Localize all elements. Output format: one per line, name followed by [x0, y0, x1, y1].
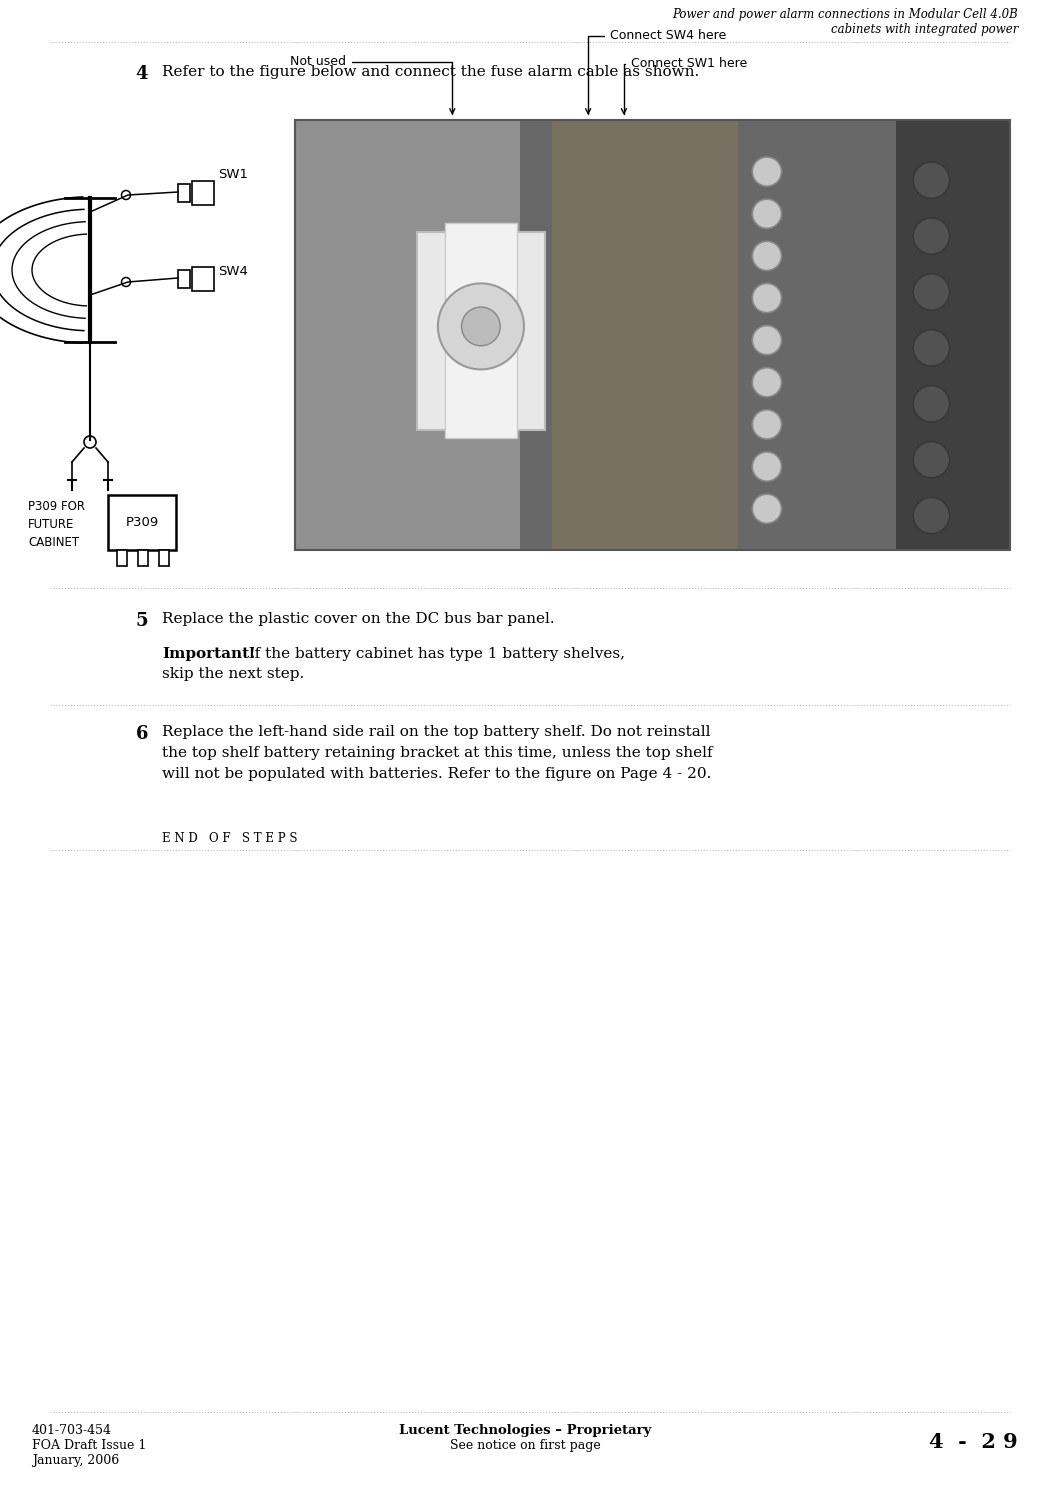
Text: cabinets with integrated power: cabinets with integrated power	[831, 22, 1018, 36]
Bar	[192, 267, 214, 291]
Bar	[108, 495, 176, 550]
Circle shape	[752, 494, 781, 524]
Circle shape	[752, 200, 781, 228]
Bar	[552, 120, 738, 550]
Text: Connect SW4 here: Connect SW4 here	[586, 28, 726, 114]
Text: See notice on first page: See notice on first page	[449, 1438, 601, 1452]
Text: Power and power alarm connections in Modular Cell 4.0B: Power and power alarm connections in Mod…	[672, 8, 1018, 21]
Text: January, 2006: January, 2006	[32, 1454, 120, 1467]
Circle shape	[914, 386, 949, 422]
Bar	[295, 120, 552, 550]
Bar	[738, 120, 896, 550]
Bar	[896, 120, 1010, 550]
Bar	[445, 224, 517, 438]
Bar	[295, 120, 1010, 550]
Bar	[178, 270, 190, 288]
Text: Lucent Technologies – Proprietary: Lucent Technologies – Proprietary	[399, 1424, 651, 1437]
Circle shape	[914, 498, 949, 534]
Circle shape	[914, 274, 949, 310]
Bar	[159, 550, 169, 566]
Text: Refer to the figure below and connect the fuse alarm cable as shown.: Refer to the figure below and connect th…	[162, 64, 699, 80]
Text: Replace the left-hand side rail on the top battery shelf. Do not reinstall
the t: Replace the left-hand side rail on the t…	[162, 724, 713, 782]
Circle shape	[752, 452, 781, 482]
Text: 401-703-454: 401-703-454	[32, 1424, 112, 1437]
Text: Not used: Not used	[290, 56, 455, 114]
Text: 4: 4	[135, 64, 148, 82]
Circle shape	[752, 368, 781, 398]
Circle shape	[462, 308, 500, 347]
Circle shape	[914, 162, 949, 198]
Text: SW1: SW1	[218, 168, 248, 182]
Bar	[295, 120, 1010, 550]
Text: Connect SW1 here: Connect SW1 here	[622, 57, 748, 114]
Circle shape	[752, 284, 781, 312]
Circle shape	[914, 217, 949, 254]
Bar	[178, 184, 190, 202]
Circle shape	[752, 410, 781, 440]
Bar	[520, 120, 552, 550]
Circle shape	[438, 284, 524, 369]
Text: 6: 6	[135, 724, 148, 742]
Text: skip the next step.: skip the next step.	[162, 668, 304, 681]
Bar	[138, 550, 148, 566]
Text: SW4: SW4	[218, 266, 248, 278]
Circle shape	[914, 330, 949, 366]
Bar	[192, 182, 214, 206]
Circle shape	[752, 242, 781, 270]
Text: If the battery cabinet has type 1 battery shelves,: If the battery cabinet has type 1 batter…	[234, 646, 625, 662]
Text: 4  -  2 9: 4 - 2 9	[929, 1432, 1018, 1452]
Bar	[417, 232, 545, 429]
Circle shape	[914, 441, 949, 479]
Circle shape	[752, 158, 781, 186]
Text: Replace the plastic cover on the DC bus bar panel.: Replace the plastic cover on the DC bus …	[162, 612, 554, 626]
Text: Important!: Important!	[162, 646, 256, 662]
Text: 5: 5	[135, 612, 148, 630]
Text: E N D   O F   S T E P S: E N D O F S T E P S	[162, 833, 297, 844]
Text: P309: P309	[125, 516, 159, 530]
Text: FOA Draft Issue 1: FOA Draft Issue 1	[32, 1438, 146, 1452]
Circle shape	[752, 326, 781, 356]
Text: P309 FOR
FUTURE
CABINET: P309 FOR FUTURE CABINET	[28, 501, 85, 549]
Bar	[117, 550, 127, 566]
